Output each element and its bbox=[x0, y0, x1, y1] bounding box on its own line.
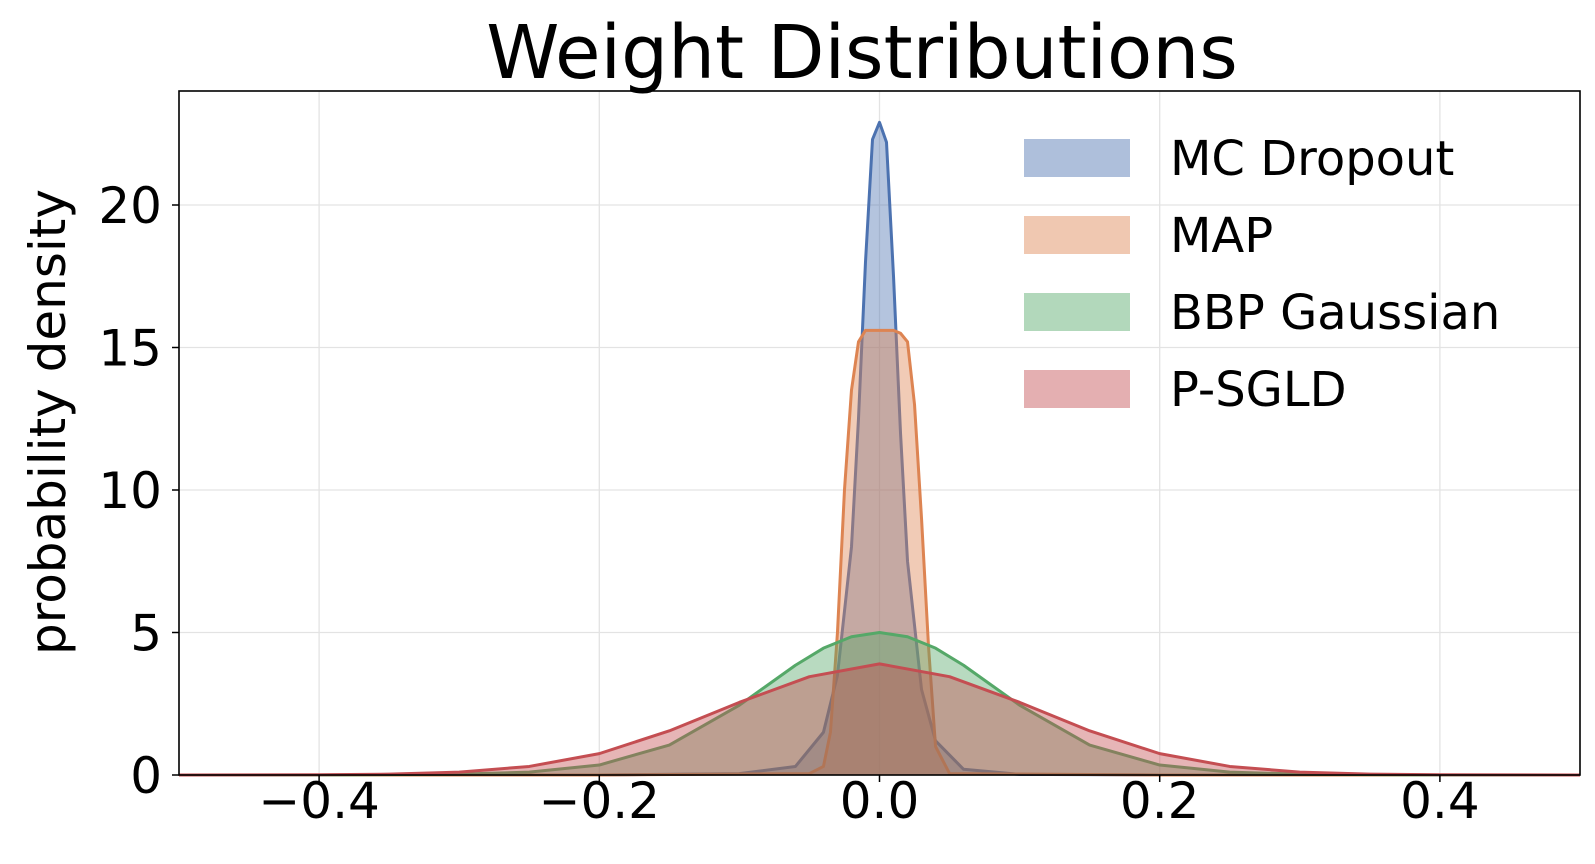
legend-swatch bbox=[1024, 293, 1130, 331]
legend-label: BBP Gaussian bbox=[1170, 285, 1500, 341]
legend-swatch bbox=[1024, 139, 1130, 177]
x-tick-label: 0.4 bbox=[1400, 772, 1480, 830]
series-area bbox=[179, 663, 1580, 775]
ticks: −0.4 −0.2 0.0 0.2 0.4 0 5 10 15 20 bbox=[98, 177, 1479, 830]
series-group bbox=[178, 120, 1581, 777]
legend-item-mc-dropout: MC Dropout bbox=[1024, 131, 1454, 187]
series-map bbox=[179, 328, 1580, 777]
x-tick-label: −0.2 bbox=[539, 772, 660, 830]
legend-label: MC Dropout bbox=[1170, 131, 1454, 187]
legend-swatch bbox=[1024, 370, 1130, 408]
legend-label: P-SGLD bbox=[1170, 362, 1347, 418]
x-tick-label: 0.2 bbox=[1120, 772, 1200, 830]
x-tick-label: −0.4 bbox=[258, 772, 379, 830]
y-tick-label: 0 bbox=[130, 747, 162, 805]
y-tick-label: 20 bbox=[98, 177, 162, 235]
legend-swatch bbox=[1024, 216, 1130, 254]
y-tick-label: 10 bbox=[98, 462, 162, 520]
y-tick-label: 5 bbox=[130, 605, 162, 663]
y-tick-label: 15 bbox=[98, 320, 162, 378]
series-p-sgld bbox=[178, 662, 1581, 777]
legend-item-p-sgld: P-SGLD bbox=[1024, 362, 1347, 418]
chart-title: Weight Distributions bbox=[486, 10, 1238, 96]
legend-item-bbp-gaussian: BBP Gaussian bbox=[1024, 285, 1500, 341]
series-area bbox=[179, 330, 1580, 775]
x-tick-label: 0.0 bbox=[840, 772, 920, 830]
legend-item-map: MAP bbox=[1024, 208, 1273, 264]
y-axis-label: probability density bbox=[19, 189, 77, 655]
legend-label: MAP bbox=[1170, 208, 1273, 264]
series-area bbox=[179, 632, 1580, 775]
series-bbp-gaussian bbox=[179, 631, 1580, 777]
series-line bbox=[179, 328, 1580, 777]
series-line bbox=[179, 631, 1580, 777]
series-line bbox=[179, 120, 1580, 777]
series-line bbox=[178, 662, 1581, 777]
series-mc-dropout bbox=[179, 120, 1580, 777]
legend: MC Dropout MAP BBP Gaussian P-SGLD bbox=[1024, 131, 1500, 418]
series-area bbox=[179, 122, 1580, 776]
